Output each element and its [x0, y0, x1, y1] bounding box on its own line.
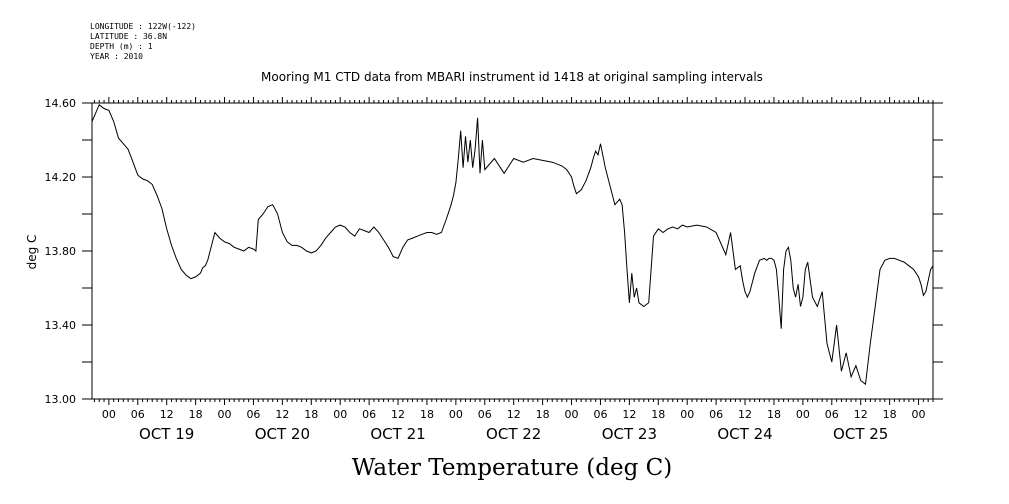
- x-tick-label: 06: [246, 408, 260, 421]
- tick-marks: [82, 97, 943, 405]
- x-tick-label: 00: [680, 408, 694, 421]
- x-tick-label: 18: [536, 408, 550, 421]
- x-tick-labels: 00 06 12 18 00 06 12 18 00 06 12 18 00 06 12 18 00 06 12 18…: [102, 408, 926, 421]
- meta-latitude: LATITUDE : 36.8N: [90, 32, 168, 41]
- y-tick-label: 14.60: [45, 97, 77, 110]
- meta-depth: DEPTH (m) : 1: [90, 42, 153, 51]
- meta-longitude: LONGITUDE : 122W(-122): [90, 22, 196, 31]
- x-tick-label: 18: [883, 408, 897, 421]
- temperature-series-line: [91, 104, 934, 386]
- x-tick-label: 12: [738, 408, 752, 421]
- x-tick-label: 12: [622, 408, 636, 421]
- x-tick-label: 18: [420, 408, 434, 421]
- x-tick-label: 06: [131, 408, 145, 421]
- x-tick-label: 18: [767, 408, 781, 421]
- x-tick-label: 06: [593, 408, 607, 421]
- y-tick-label: 13.80: [45, 245, 77, 258]
- x-tick-label: 06: [362, 408, 376, 421]
- x-tick-label: 12: [275, 408, 289, 421]
- x-tick-label: 18: [189, 408, 203, 421]
- x-tick-label: 18: [304, 408, 318, 421]
- x-tick-label: 00: [565, 408, 579, 421]
- x-tick-label: 06: [478, 408, 492, 421]
- x-tick-label: 00: [449, 408, 463, 421]
- x-axis-title: Water Temperature (deg C): [352, 455, 672, 481]
- day-label: OCT 23: [602, 425, 657, 443]
- x-tick-label: 00: [333, 408, 347, 421]
- day-label: OCT 21: [370, 425, 425, 443]
- y-tick-label: 14.20: [45, 171, 77, 184]
- x-tick-label: 00: [102, 408, 116, 421]
- y-tick-labels: 13.00 13.40 13.80 14.20 14.60: [45, 97, 77, 406]
- metadata-block: LONGITUDE : 122W(-122) LATITUDE : 36.8N …: [90, 22, 196, 62]
- x-tick-label: 06: [709, 408, 723, 421]
- x-tick-label: 12: [507, 408, 521, 421]
- meta-year: YEAR : 2010: [90, 52, 143, 61]
- y-tick-label: 13.40: [45, 319, 77, 332]
- x-tick-label: 00: [912, 408, 926, 421]
- y-tick-label: 13.00: [45, 393, 77, 406]
- day-label: OCT 22: [486, 425, 541, 443]
- x-tick-label: 06: [825, 408, 839, 421]
- day-label: OCT 25: [833, 425, 888, 443]
- y-axis-label: deg C: [25, 235, 39, 270]
- x-tick-label: 18: [651, 408, 665, 421]
- x-tick-label: 12: [391, 408, 405, 421]
- day-labels: OCT 19 OCT 20 OCT 21 OCT 22 OCT 23 OCT 24 OCT …: [139, 425, 888, 443]
- x-tick-label: 00: [796, 408, 810, 421]
- x-tick-label: 00: [218, 408, 232, 421]
- x-tick-label: 12: [854, 408, 868, 421]
- day-label: OCT 20: [255, 425, 310, 443]
- chart-title: Mooring M1 CTD data from MBARI instrumen…: [261, 70, 763, 84]
- day-label: OCT 19: [139, 425, 194, 443]
- x-tick-label: 12: [160, 408, 174, 421]
- plot-frame: [91, 102, 934, 400]
- day-label: OCT 24: [717, 425, 772, 443]
